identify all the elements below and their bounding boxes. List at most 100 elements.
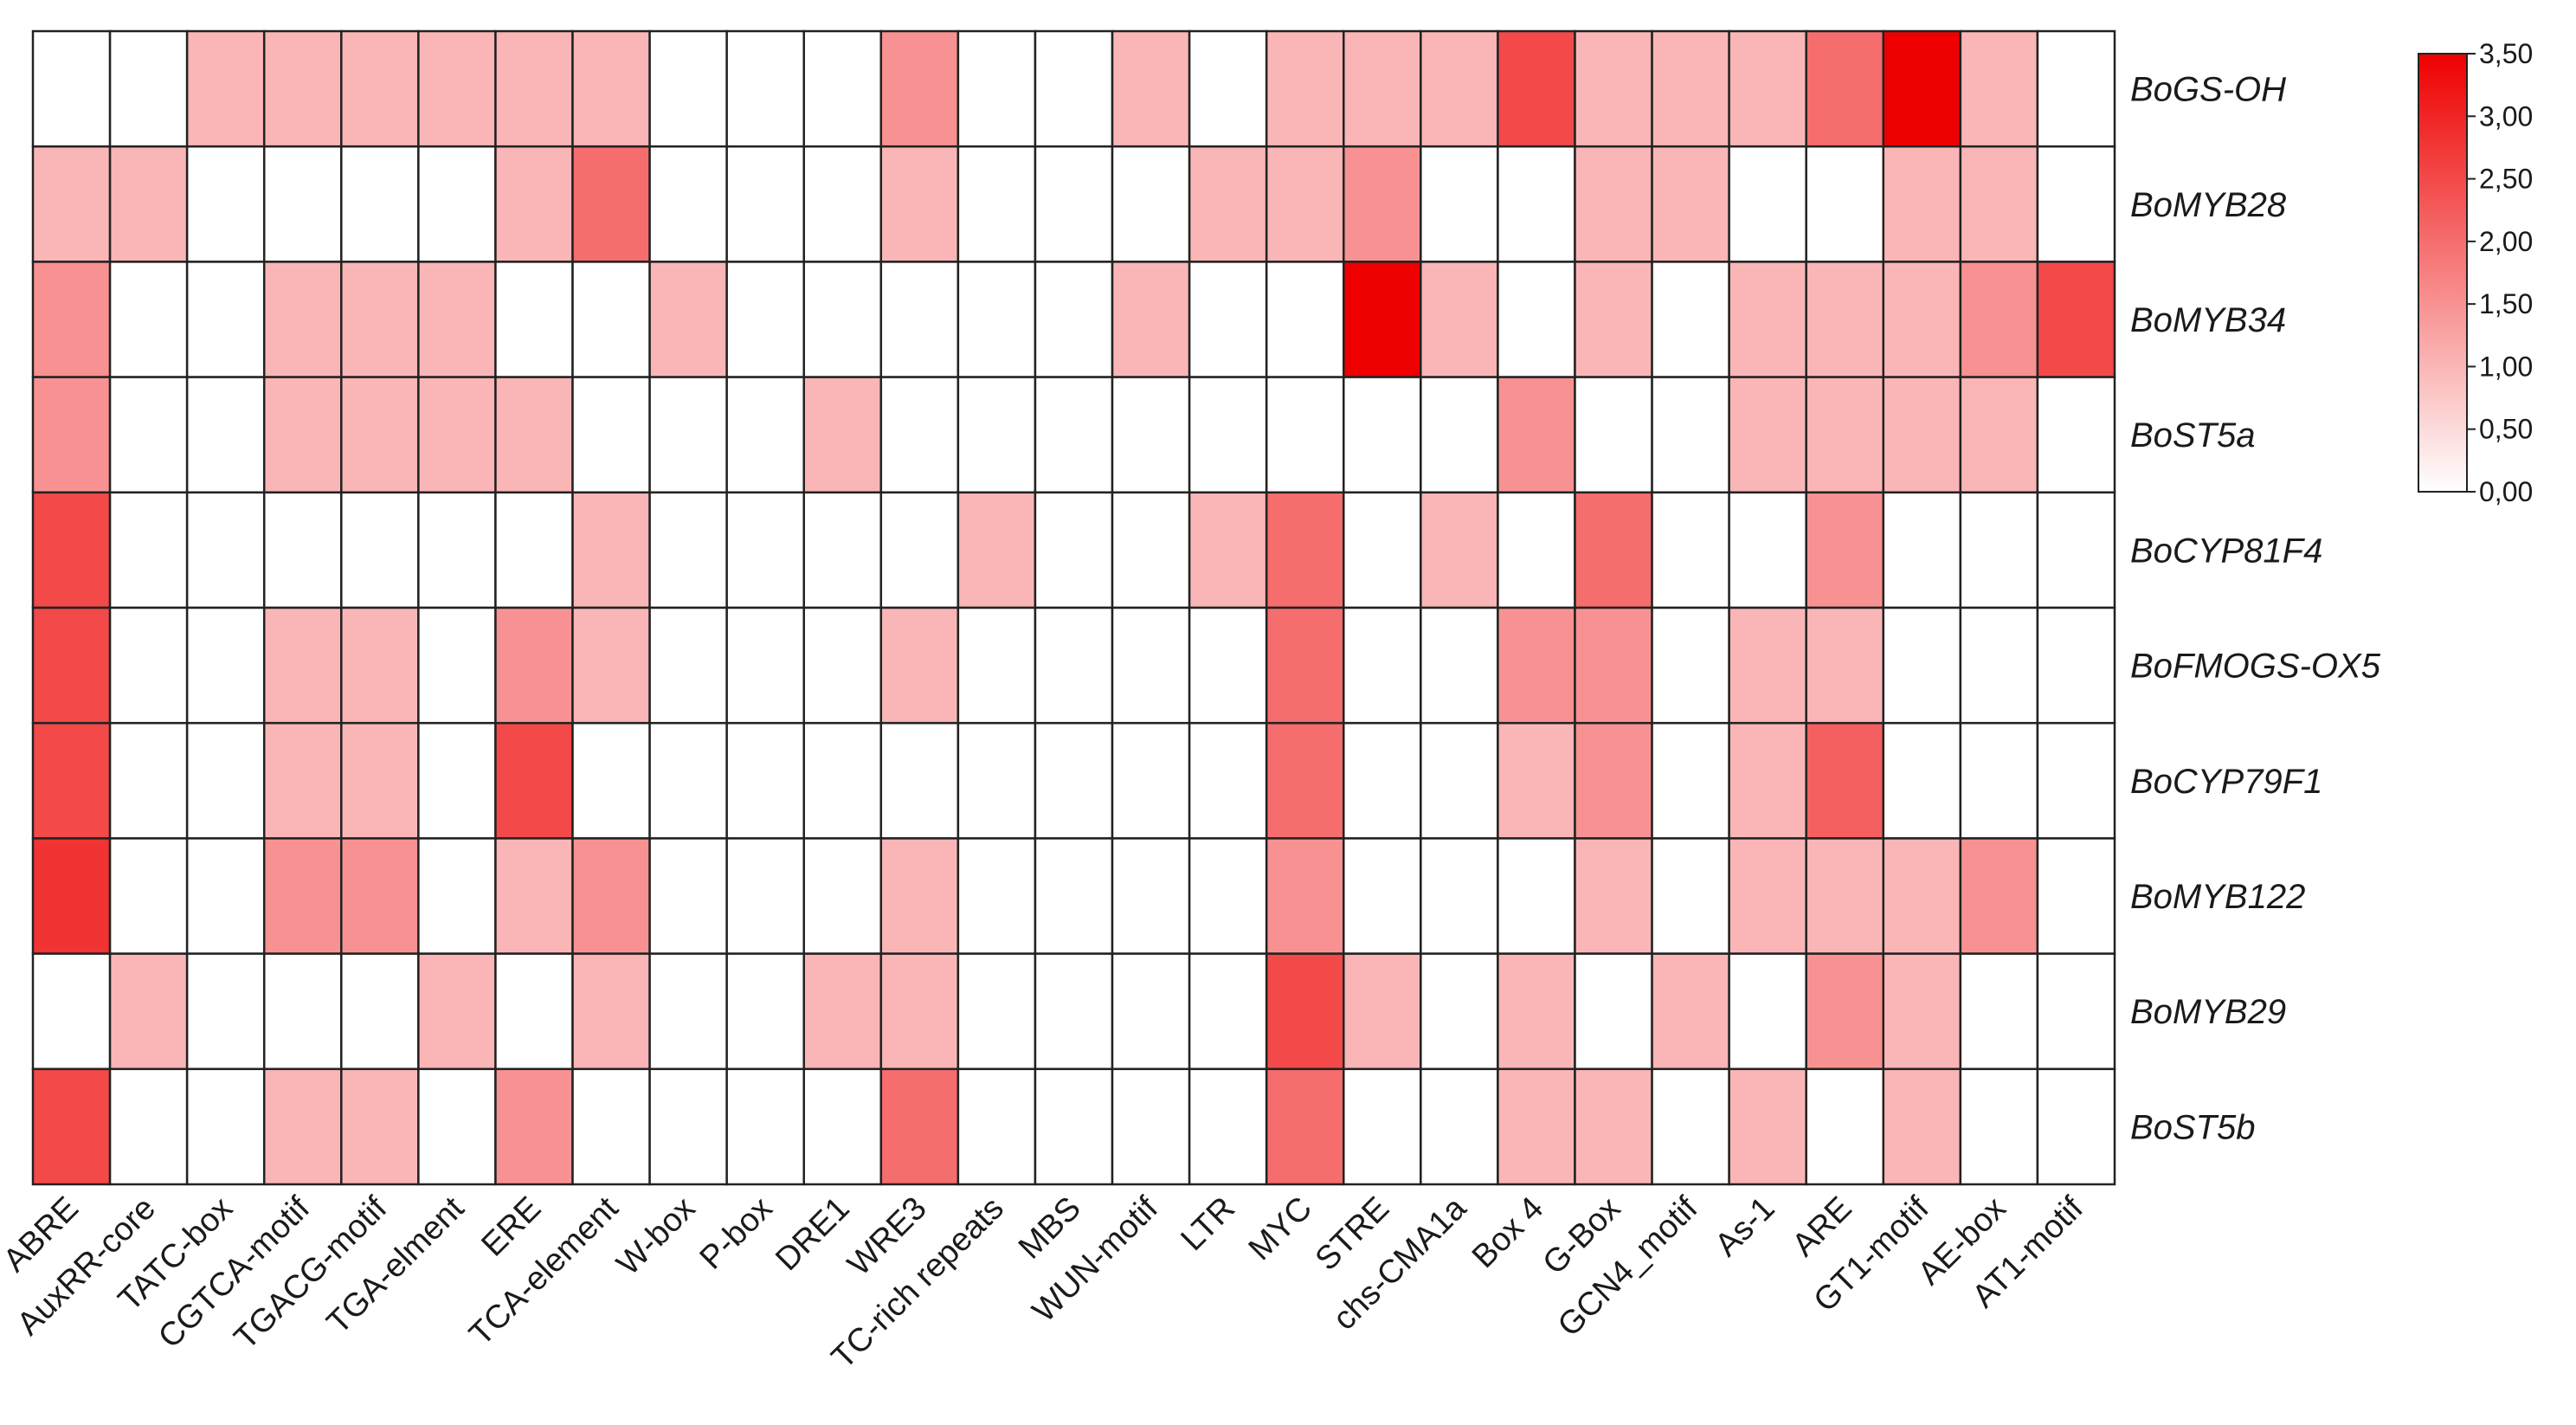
heatmap-cell-bocyp81f4-mbs	[1034, 491, 1114, 609]
heatmap-cell-bost5a-mbs	[1034, 376, 1114, 494]
heatmap-cell-bomyb122-tga-elment	[417, 837, 497, 955]
heatmap-cell-bogs-oh-tga-elment	[417, 29, 497, 148]
heatmap-cell-bomyb29-tatc-box	[185, 952, 266, 1071]
heatmap-cell-bost5b-g-box	[1574, 1067, 1653, 1186]
heatmap-cell-bomyb28-ae-box	[1959, 145, 2039, 263]
heatmap-cell-bocyp79f1-stre	[1343, 721, 1422, 840]
heatmap-cell-bost5a-chs-cma1a	[1420, 376, 1499, 494]
heatmap-cell-bofmogs-ox5-dre1	[802, 606, 883, 725]
heatmap-cell-bocyp79f1-tca-element	[571, 721, 651, 840]
heatmap-cell-bogs-oh-stre	[1343, 29, 1422, 148]
heatmap-cell-bocyp81f4-are	[1805, 491, 1885, 609]
heatmap-cell-bogs-oh-box-4	[1497, 29, 1576, 148]
heatmap-cell-bocyp79f1-wun-motif	[1111, 721, 1191, 840]
heatmap-cell-bomyb28-stre	[1343, 145, 1422, 263]
heatmap-cell-bofmogs-ox5-p-box	[725, 606, 805, 725]
heatmap-cell-bost5a-gt1-motif	[1882, 376, 1962, 494]
heatmap-cell-bofmogs-ox5-gt1-motif	[1882, 606, 1962, 725]
heatmap-cell-bomyb34-w-box	[648, 261, 728, 378]
heatmap-cell-bomyb28-mbs	[1034, 145, 1114, 263]
heatmap-cell-bocyp81f4-wun-motif	[1111, 491, 1191, 609]
heatmap-cell-bomyb34-tca-element	[571, 261, 651, 378]
heatmap-cell-bost5b-tgacg-motif	[340, 1067, 420, 1186]
heatmap-cell-bogs-oh-mbs	[1034, 29, 1114, 148]
heatmap-cell-bofmogs-ox5-myc	[1265, 606, 1345, 725]
heatmap-cell-bocyp81f4-tca-element	[571, 491, 651, 609]
heatmap-cell-bogs-oh-as-1	[1728, 29, 1807, 148]
heatmap-cell-bomyb122-ae-box	[1959, 837, 2039, 955]
heatmap-cell-bogs-oh-ae-box	[1959, 29, 2039, 148]
heatmap-cell-bost5b-auxrr-core	[108, 1067, 189, 1186]
heatmap-cell-bomyb29-at1-motif	[2036, 952, 2116, 1071]
heatmap-cell-bomyb34-tc-rich-repeats	[956, 261, 1037, 378]
heatmap-cell-bomyb122-ltr	[1188, 837, 1268, 955]
heatmap-cell-bomyb29-gt1-motif	[1882, 952, 1962, 1071]
heatmap-cell-bomyb28-tca-element	[571, 145, 651, 263]
heatmap-cell-bost5b-gt1-motif	[1882, 1067, 1962, 1186]
heatmap-cell-bomyb28-dre1	[802, 145, 883, 263]
heatmap-cell-bogs-oh-gcn4-motif	[1651, 29, 1730, 148]
heatmap-cell-bost5a-myc	[1265, 376, 1345, 494]
heatmap-cell-bost5b-abre	[31, 1067, 112, 1186]
heatmap-cell-bocyp79f1-tatc-box	[185, 721, 266, 840]
heatmap-cell-bomyb34-wun-motif	[1111, 261, 1191, 378]
heatmap-cell-bomyb28-box-4	[1497, 145, 1576, 263]
heatmap-cell-bomyb29-stre	[1343, 952, 1422, 1071]
heatmap-cell-bost5b-at1-motif	[2036, 1067, 2116, 1186]
heatmap-cell-bost5a-ere	[494, 376, 574, 494]
heatmap-cell-bogs-oh-cgtca-motif	[262, 29, 343, 148]
heatmap-cell-bost5b-tatc-box	[185, 1067, 266, 1186]
heatmap-cell-bost5b-chs-cma1a	[1420, 1067, 1499, 1186]
heatmap-cell-bomyb29-wre3	[879, 952, 960, 1071]
heatmap-cell-bost5b-ere	[494, 1067, 574, 1186]
heatmap-cell-bost5b-wun-motif	[1111, 1067, 1191, 1186]
heatmap-cell-bost5a-ltr	[1188, 376, 1268, 494]
color-scale-tick-label: 3,50	[2479, 38, 2533, 69]
heatmap-cell-bomyb29-abre	[31, 952, 112, 1071]
heatmap-cell-bomyb29-are	[1805, 952, 1885, 1071]
heatmap-cell-bogs-oh-tatc-box	[185, 29, 266, 148]
heatmap-cell-bogs-oh-abre	[31, 29, 112, 148]
heatmap-cell-bost5a-p-box	[725, 376, 805, 494]
heatmap-cell-bogs-oh-chs-cma1a	[1420, 29, 1499, 148]
heatmap-cell-bocyp79f1-box-4	[1497, 721, 1576, 840]
heatmap-cell-bomyb34-p-box	[725, 261, 805, 378]
heatmap-cell-bofmogs-ox5-cgtca-motif	[262, 606, 343, 725]
heatmap-cell-bocyp79f1-dre1	[802, 721, 883, 840]
heatmap-cell-bomyb28-myc	[1265, 145, 1345, 263]
heatmap-cell-bocyp81f4-box-4	[1497, 491, 1576, 609]
heatmap-cell-bost5b-wre3	[879, 1067, 960, 1186]
heatmap-cell-bomyb28-ere	[494, 145, 574, 263]
row-label-bomyb28: BoMYB28	[2130, 186, 2287, 224]
heatmap-cell-bocyp81f4-stre	[1343, 491, 1422, 609]
heatmap-cell-bocyp81f4-ae-box	[1959, 491, 2039, 609]
heatmap-cell-bomyb122-gt1-motif	[1882, 837, 1962, 955]
heatmap-cell-bost5a-wun-motif	[1111, 376, 1191, 494]
heatmap-cell-bomyb28-tgacg-motif	[340, 145, 420, 263]
heatmap-cell-bofmogs-ox5-tc-rich-repeats	[956, 606, 1037, 725]
heatmap-cell-bomyb34-are	[1805, 261, 1885, 378]
heatmap-cell-bomyb122-cgtca-motif	[262, 837, 343, 955]
heatmap-cell-bofmogs-ox5-ae-box	[1959, 606, 2039, 725]
heatmap-cell-bogs-oh-wre3	[879, 29, 960, 148]
heatmap-cell-bocyp81f4-tc-rich-repeats	[956, 491, 1037, 609]
heatmap-cell-bomyb122-p-box	[725, 837, 805, 955]
heatmap-cell-bomyb122-box-4	[1497, 837, 1576, 955]
heatmap-cell-bocyp79f1-gcn4-motif	[1651, 721, 1730, 840]
heatmap-cell-bocyp81f4-auxrr-core	[108, 491, 189, 609]
heatmap-cell-bofmogs-ox5-are	[1805, 606, 1885, 725]
heatmap-cell-bomyb28-at1-motif	[2036, 145, 2116, 263]
heatmap-cell-bost5b-tc-rich-repeats	[956, 1067, 1037, 1186]
heatmap-cell-bomyb34-auxrr-core	[108, 261, 189, 378]
color-scale-tick-label: 0,00	[2479, 476, 2533, 507]
heatmap-cell-bomyb34-tgacg-motif	[340, 261, 420, 378]
heatmap-cell-bomyb29-tgacg-motif	[340, 952, 420, 1071]
heatmap-cell-bost5a-g-box	[1574, 376, 1653, 494]
heatmap-cell-bost5b-p-box	[725, 1067, 805, 1186]
heatmap-cell-bocyp79f1-ae-box	[1959, 721, 2039, 840]
heatmap-cell-bocyp81f4-gt1-motif	[1882, 491, 1962, 609]
heatmap-cell-bost5a-dre1	[802, 376, 883, 494]
heatmap-cell-bocyp79f1-mbs	[1034, 721, 1114, 840]
heatmap-cell-bomyb29-mbs	[1034, 952, 1114, 1071]
heatmap-cell-bomyb28-wre3	[879, 145, 960, 263]
